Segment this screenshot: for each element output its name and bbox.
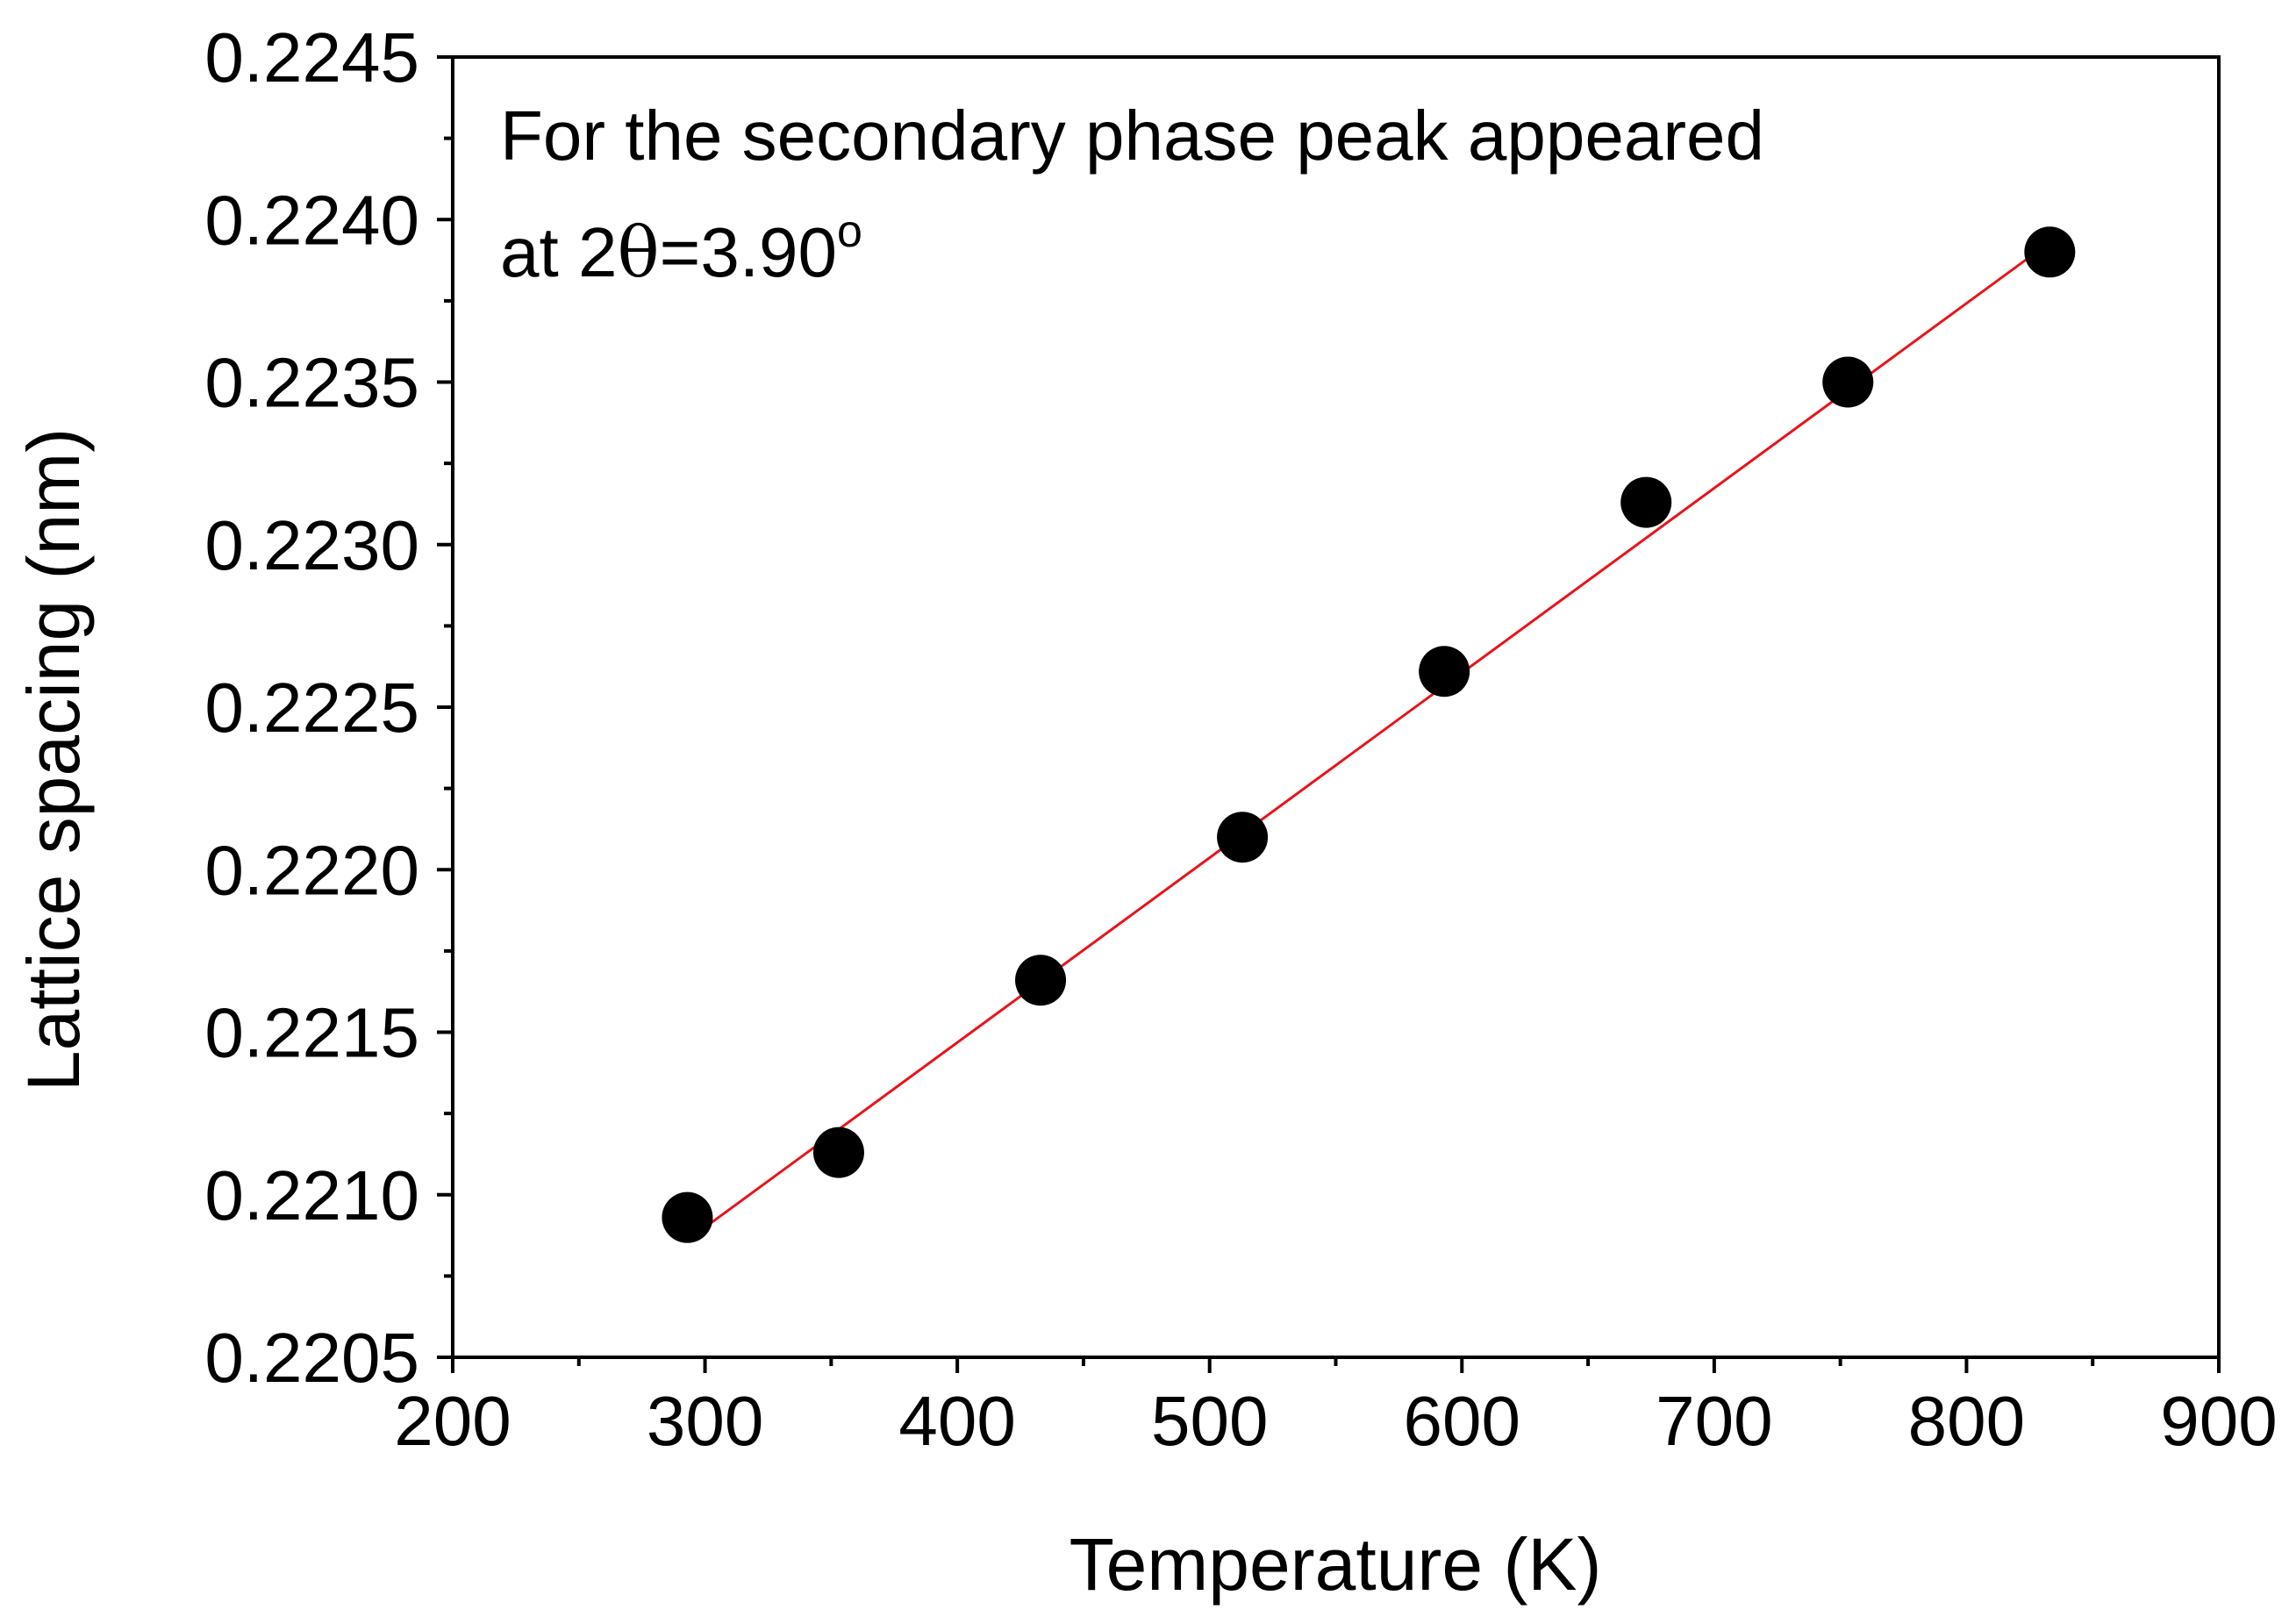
data-point [1620, 476, 1672, 528]
degree-superscript: o [837, 206, 862, 257]
y-tick-label: 0.2240 [204, 181, 419, 259]
y-tick-label: 0.2235 [204, 344, 419, 422]
data-point [1419, 646, 1470, 698]
x-tick-label: 900 [2160, 1382, 2277, 1460]
x-tick-label: 200 [394, 1382, 511, 1460]
data-point [1015, 955, 1067, 1006]
fit-line-group [686, 240, 2051, 1241]
annotation-line-1: For the secondary phase peak appeared [500, 97, 1764, 175]
data-point [2024, 226, 2076, 278]
x-tick-label: 300 [647, 1382, 763, 1460]
x-tick-label: 600 [1404, 1382, 1520, 1460]
y-tick-label: 0.2230 [204, 506, 419, 584]
data-point [1217, 812, 1269, 863]
x-tick-label: 500 [1151, 1382, 1268, 1460]
annotation-prefix: at 2 [500, 213, 617, 291]
x-axis-title: Temperature (K) [1069, 1523, 1602, 1606]
data-point [812, 1127, 864, 1178]
data-point [1822, 356, 1874, 408]
x-tick-labels: 200 300 400 500 600 700 800 900 [394, 1382, 2277, 1460]
x-tick-label: 800 [1908, 1382, 2025, 1460]
x-tick-label: 700 [1656, 1382, 1772, 1460]
y-tick-label: 0.2205 [204, 1319, 419, 1397]
y-tick-label: 0.2220 [204, 831, 419, 909]
data-point [662, 1191, 713, 1243]
y-tick-label: 0.2215 [204, 994, 419, 1072]
y-axis-title: Lattice spacing (nm) [12, 428, 95, 1091]
annotation-value: =3.90 [660, 213, 837, 291]
y-tick-label: 0.2245 [204, 18, 419, 97]
y-tick-label: 0.2210 [204, 1156, 419, 1234]
x-tick-label: 400 [898, 1382, 1015, 1460]
annotation-line-2: at 2θ=3.90o [500, 206, 862, 293]
y-tick-labels: 0.2205 0.2210 0.2215 0.2220 0.2225 0.2230 0.22… [204, 18, 419, 1397]
fit-line [686, 240, 2051, 1241]
y-tick-label: 0.2225 [204, 669, 419, 747]
theta-symbol: θ [617, 211, 659, 293]
data-points [662, 226, 2076, 1243]
axis-ticks [437, 55, 2221, 1373]
